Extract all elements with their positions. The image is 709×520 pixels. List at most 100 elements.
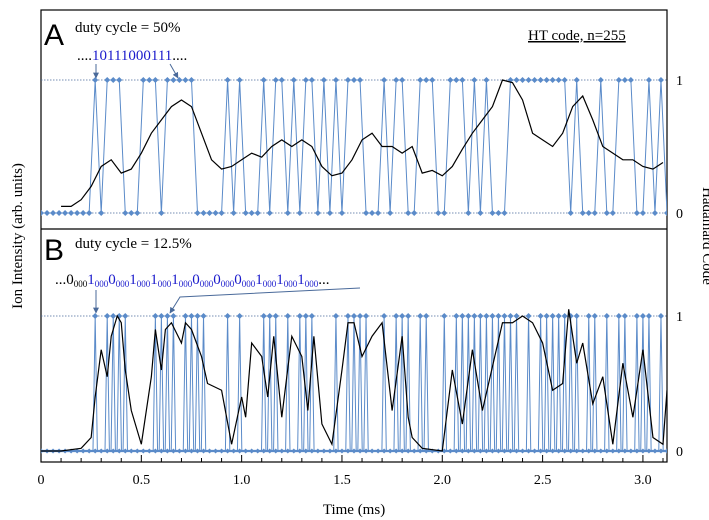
panel-a-code-point xyxy=(381,77,388,83)
panel-b-code-point xyxy=(122,313,129,319)
panel-b-code-point xyxy=(441,313,448,319)
panel-a-code-point xyxy=(254,210,261,216)
panel-a-code-point xyxy=(158,210,165,216)
panel-a-duty-cycle: duty cycle = 50% xyxy=(75,20,181,36)
x-tick-label: 2.5 xyxy=(534,473,552,488)
panel-b-code-pulse xyxy=(646,315,652,452)
panel-b-sequence-segment: 000 xyxy=(179,279,193,289)
panel-a-code-point xyxy=(224,77,231,83)
panel-b-code-point xyxy=(351,313,357,319)
panel-b-code-zero-point xyxy=(219,448,225,454)
panel-b-code-zero-point xyxy=(417,448,423,454)
panel-b-sequence-segment: 0 xyxy=(108,272,116,288)
panel-b-code-zero-point xyxy=(327,448,333,454)
panel-a-code-point xyxy=(104,77,111,83)
panel-b-code-zero-point xyxy=(255,448,261,454)
panel-b-code-zero-point xyxy=(363,448,369,454)
panel-a-code-series xyxy=(41,77,667,216)
panel-b-code-point xyxy=(537,313,544,319)
panel-a-code-point xyxy=(140,77,147,83)
panel-b-code-point xyxy=(266,313,273,319)
panel-b-code-zero-point xyxy=(538,448,544,454)
panel-b-code-zero-point xyxy=(489,448,495,454)
panel-b-code-zero-point xyxy=(544,448,550,454)
panel-b-code-zero-point xyxy=(495,448,501,454)
panel-b-code-point xyxy=(453,313,460,319)
panel-b-right-tick-0: 0 xyxy=(676,445,683,460)
panel-b-code-zero-point xyxy=(128,448,134,454)
panel-a-code-point xyxy=(651,210,658,216)
y-axis-right-title: Hadamard Code xyxy=(699,187,709,285)
panel-a-code-point xyxy=(110,77,117,83)
panel-a-code-point xyxy=(664,210,667,216)
panel-b-code-point xyxy=(603,313,610,319)
panel-a-sequence-suffix: .... xyxy=(172,48,187,64)
panel-b-code-point xyxy=(423,313,430,319)
panel-b-code-zero-point xyxy=(483,448,489,454)
panel-a-code-point xyxy=(609,210,616,216)
panel-b-code-zero-point xyxy=(201,448,207,454)
panel-a-code-point xyxy=(308,77,315,83)
panel-a-code-point xyxy=(627,77,634,83)
panel-a-code-point xyxy=(164,77,171,83)
panel-b-code-pulse xyxy=(363,315,369,452)
plot-frame xyxy=(40,9,668,463)
panel-a-code-point xyxy=(453,77,460,83)
panel-b-code-zero-point xyxy=(369,448,375,454)
panel-b-code-pulse xyxy=(267,315,273,452)
panel-b-code-zero-point xyxy=(80,448,86,454)
panel-b-code-pulse xyxy=(471,315,478,452)
panel-b-code-zero-point xyxy=(556,448,562,454)
panel-a-code-point xyxy=(363,210,370,216)
panel-a-code-point xyxy=(314,210,321,216)
panel-b-code-zero-point xyxy=(411,448,417,454)
panel-b-code-zero-point xyxy=(610,448,616,454)
panel-b-sequence-segment: 0 xyxy=(234,272,242,288)
panel-b-sequence-segment: 000 xyxy=(158,279,172,289)
panel-b-code-pulse xyxy=(158,315,165,452)
panel-a-sequence-bits: 10111000111 xyxy=(92,48,172,64)
panel-b-code-zero-point xyxy=(459,448,465,454)
panel-a-sequence-prefix: .... xyxy=(77,48,92,64)
panel-b-code-zero-point xyxy=(387,448,393,454)
panel-b-code-zero-point xyxy=(586,448,592,454)
panel-a-code-point xyxy=(218,210,225,216)
panel-a-code-point xyxy=(200,210,207,216)
panel-b-code-point xyxy=(152,313,159,319)
panel-b-code-pulse xyxy=(555,315,562,452)
panel-b-code-zero-point xyxy=(140,448,146,454)
panel-b-code-zero-point xyxy=(249,448,255,454)
panel-a-code-point xyxy=(573,77,580,83)
panel-a-right-tick-0: 0 xyxy=(676,207,683,222)
panel-b-code-zero-point xyxy=(104,448,110,454)
panel-b-code-pulse xyxy=(194,315,201,452)
panel-a-code-line xyxy=(41,79,667,214)
panel-a-code-point xyxy=(92,77,99,83)
panel-b-code-zero-point xyxy=(351,448,357,454)
panel-b-code-zero-point xyxy=(652,448,658,454)
panel-a-code-point xyxy=(399,77,406,83)
panel-b-code-pulse xyxy=(182,315,189,452)
panel-a-code-point xyxy=(633,210,640,216)
panel-b-right-tick-1: 1 xyxy=(676,310,683,325)
panel-a-code-point xyxy=(176,77,183,83)
panel-a-arrow-right xyxy=(169,63,179,79)
panel-a-code-point xyxy=(134,210,141,216)
panel-b-code-pulse xyxy=(104,315,110,452)
panel-b-code-zero-point xyxy=(580,448,586,454)
panel-a-code-point xyxy=(495,210,502,216)
panel-a-code-point xyxy=(188,77,195,83)
panel-a-code-point xyxy=(206,210,213,216)
panel-b-code-zero-point xyxy=(333,448,339,454)
panel-a-sequence: ....10111000111.... xyxy=(77,48,187,64)
panel-b-code-point xyxy=(639,313,646,319)
panel-b-code-zero-point xyxy=(297,448,303,454)
panel-b-code-point xyxy=(501,313,508,319)
panel-b-code-point xyxy=(200,313,207,319)
panel-b-code-zero-point xyxy=(158,448,164,454)
x-axis-ticks: 0 0.5 1.0 1.5 2.0 2.5 3.0 xyxy=(38,455,664,488)
panel-b-code-point xyxy=(459,313,466,319)
panel-b-code-pulse xyxy=(116,315,122,452)
panel-a-code-point xyxy=(465,210,472,216)
panel-a-code-point xyxy=(230,210,237,216)
